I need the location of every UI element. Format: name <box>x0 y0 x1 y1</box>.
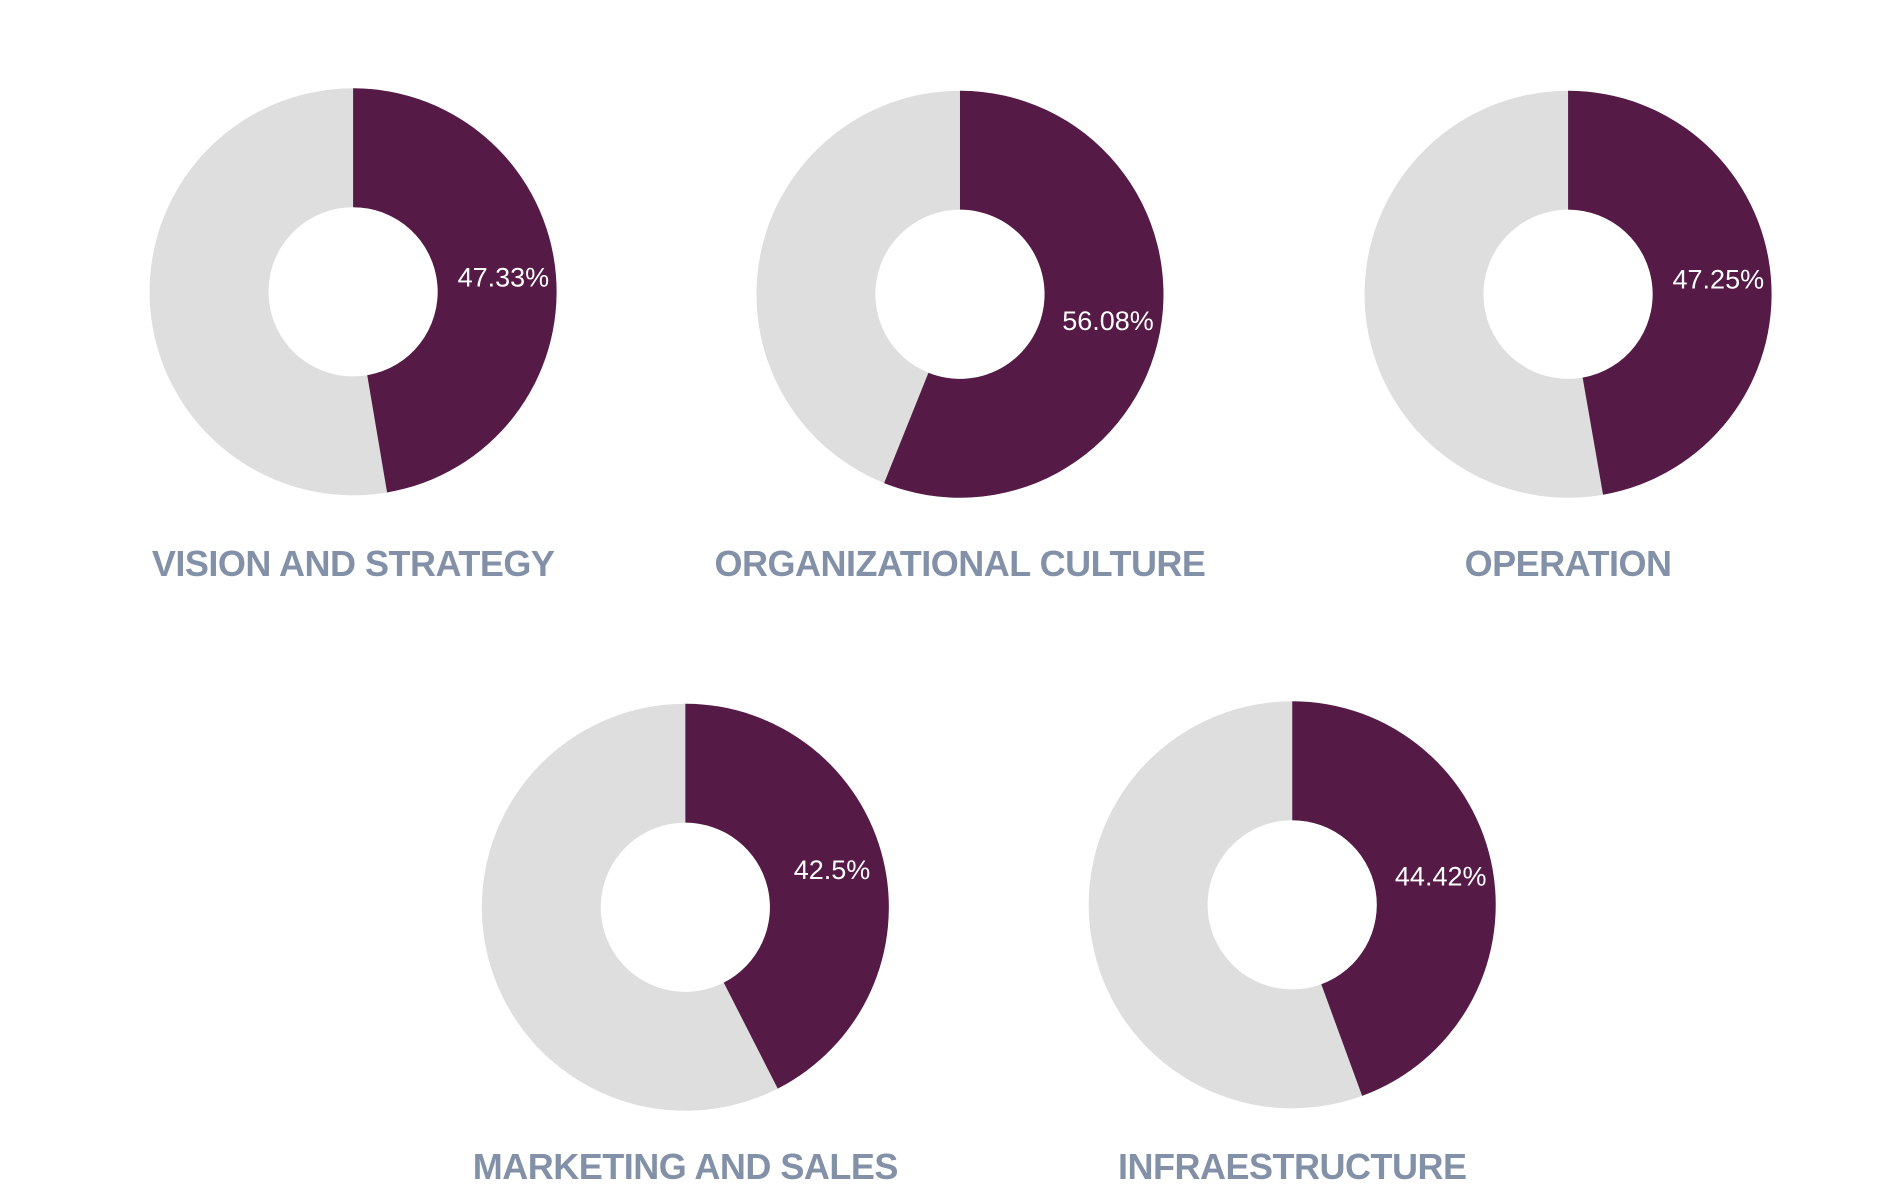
donut-remainder-slice <box>1088 701 1363 1109</box>
donut-value-slice <box>884 90 1164 498</box>
donut-value-slice <box>1292 701 1496 1096</box>
chart-title: INFRAESTRUCTURE <box>1118 1146 1467 1187</box>
percent-label: 44.42% <box>1395 862 1487 892</box>
percent-label: 42.5% <box>794 855 871 885</box>
donut-value-slice <box>353 88 557 493</box>
donut-remainder-slice <box>1364 90 1604 498</box>
donut-chart-vision-and-strategy: 47.33% VISION AND STRATEGY <box>149 88 557 584</box>
donut-chart-infraestructure: 44.42% INFRAESTRUCTURE <box>1088 701 1496 1187</box>
donut-remainder-slice <box>481 703 778 1111</box>
donut-remainder-slice <box>149 88 388 496</box>
donut-value-slice <box>685 703 889 1089</box>
donut-chart-organizational-culture: 56.08% ORGANIZATIONAL CULTURE <box>714 90 1206 584</box>
percent-label: 56.08% <box>1062 306 1154 336</box>
donut-chart-marketing-and-sales: 42.5% MARKETING AND SALES <box>473 703 898 1187</box>
percent-label: 47.25% <box>1673 264 1765 294</box>
chart-title: ORGANIZATIONAL CULTURE <box>714 543 1205 584</box>
chart-title: MARKETING AND SALES <box>473 1146 898 1187</box>
chart-title: OPERATION <box>1465 543 1672 584</box>
percent-label: 47.33% <box>458 262 550 292</box>
donut-chart-operation: 47.25% OPERATION <box>1364 90 1772 584</box>
chart-title: VISION AND STRATEGY <box>152 543 555 584</box>
donut-remainder-slice <box>756 90 960 484</box>
donut-value-slice <box>1568 90 1772 495</box>
